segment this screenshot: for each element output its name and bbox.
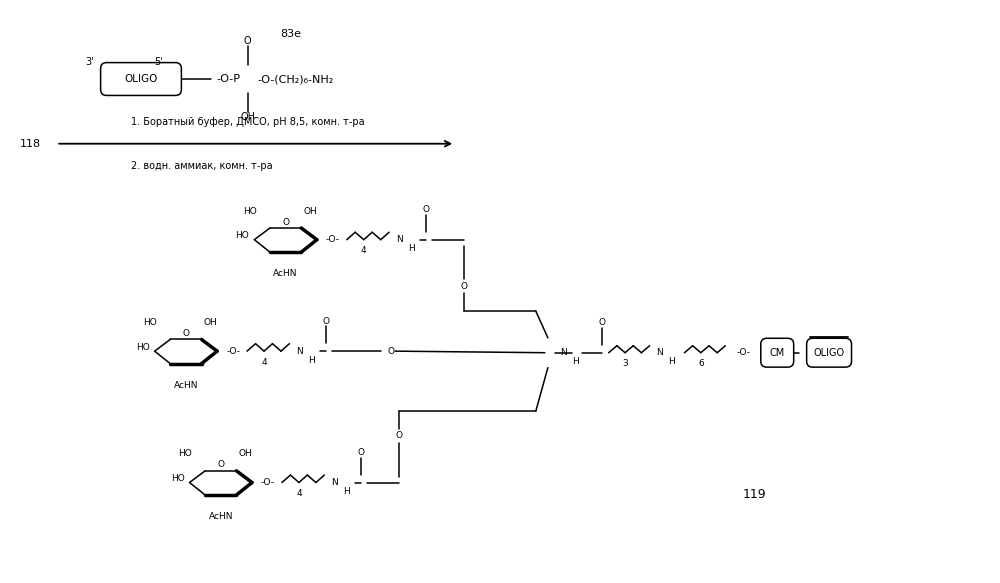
Text: OH: OH — [303, 206, 317, 216]
Text: 3': 3' — [85, 57, 93, 67]
Text: 2. водн. аммиак, комн. т-ра: 2. водн. аммиак, комн. т-ра — [131, 160, 273, 171]
Text: O: O — [217, 461, 224, 469]
Text: 1. Боратный буфер, ДМСО, pH 8,5, комн. т-ра: 1. Боратный буфер, ДМСО, pH 8,5, комн. т… — [131, 117, 365, 127]
Text: O: O — [387, 347, 394, 356]
Text: O: O — [282, 217, 289, 227]
Text: N: N — [560, 348, 567, 357]
Text: H: H — [343, 487, 350, 496]
Text: AcHN: AcHN — [209, 512, 233, 521]
Text: -O-: -O- — [736, 348, 750, 357]
Text: O: O — [460, 282, 467, 291]
Text: O: O — [423, 205, 430, 215]
Text: N: N — [296, 347, 303, 356]
Text: HO: HO — [136, 343, 150, 352]
Text: N: N — [331, 478, 338, 487]
Text: O: O — [358, 448, 365, 457]
Text: -O-: -O- — [226, 347, 240, 356]
Text: N: N — [657, 348, 663, 357]
Text: -O-P: -O-P — [217, 74, 241, 84]
Text: -O-(CH₂)₆-NH₂: -O-(CH₂)₆-NH₂ — [258, 74, 334, 84]
Text: -O-: -O- — [326, 235, 340, 244]
Text: 5': 5' — [155, 57, 163, 67]
Text: O: O — [323, 317, 330, 326]
Text: OLIGO: OLIGO — [814, 347, 845, 358]
Text: 4: 4 — [261, 357, 267, 367]
Text: N: N — [396, 235, 403, 244]
Text: OLIGO: OLIGO — [124, 74, 158, 84]
Text: H: H — [669, 357, 675, 366]
FancyBboxPatch shape — [101, 62, 181, 96]
Text: 3: 3 — [622, 359, 628, 368]
Text: HO: HO — [171, 474, 185, 483]
Text: OH: OH — [240, 112, 255, 122]
Text: OH: OH — [204, 318, 217, 327]
Text: 118: 118 — [19, 139, 40, 149]
Text: OH: OH — [238, 449, 252, 458]
Text: AcHN: AcHN — [174, 381, 198, 389]
Text: H: H — [572, 357, 579, 366]
FancyBboxPatch shape — [807, 338, 852, 367]
Text: 4: 4 — [296, 489, 302, 498]
Text: CM: CM — [770, 347, 785, 358]
FancyBboxPatch shape — [761, 338, 794, 367]
Text: H: H — [308, 356, 315, 364]
Text: HO: HO — [144, 318, 157, 327]
Text: O: O — [182, 329, 189, 338]
Text: H: H — [408, 244, 415, 253]
Text: AcHN: AcHN — [273, 269, 298, 278]
Text: HO: HO — [236, 231, 249, 240]
Text: O: O — [396, 431, 403, 440]
Text: O: O — [244, 36, 252, 46]
Text: O: O — [598, 318, 605, 327]
Text: 4: 4 — [361, 246, 367, 255]
Text: 83e: 83e — [280, 29, 301, 39]
Text: HO: HO — [178, 449, 192, 458]
Text: HO: HO — [243, 206, 257, 216]
Text: -O-: -O- — [261, 478, 275, 487]
Text: 119: 119 — [742, 487, 766, 501]
Text: 6: 6 — [698, 359, 704, 368]
